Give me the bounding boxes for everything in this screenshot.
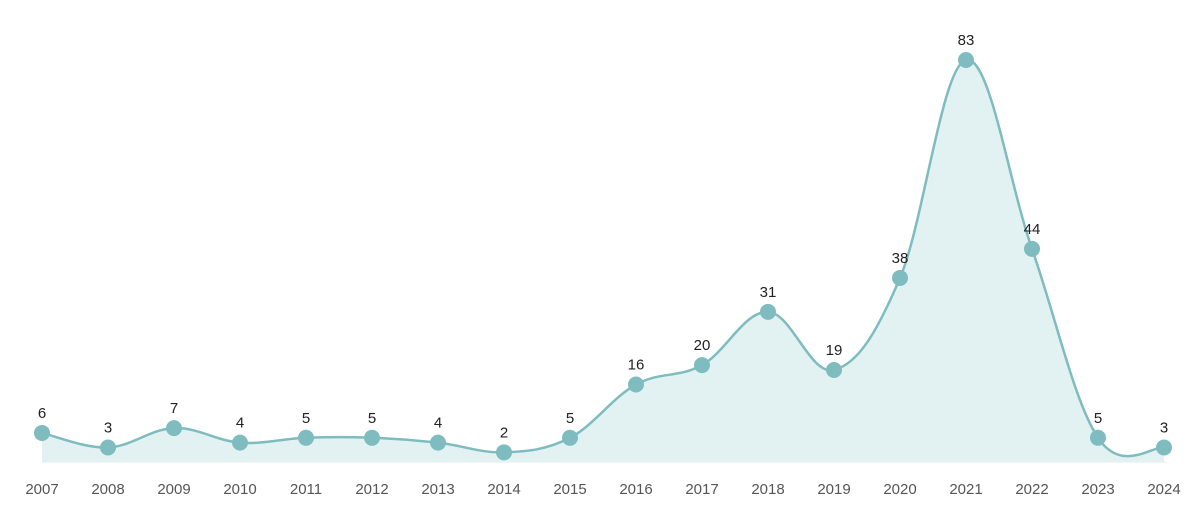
data-point-2008 [100,439,116,456]
x-tick-label-2019: 2019 [817,481,850,498]
data-label-2015: 5 [566,410,574,427]
x-tick-label-2012: 2012 [355,481,388,498]
x-tick-label-2011: 2011 [290,481,322,498]
x-tick-label-2017: 2017 [685,481,718,498]
data-point-2015 [562,429,578,446]
data-label-2018: 31 [760,284,777,301]
data-point-2018 [760,303,776,320]
data-point-2009 [166,420,182,437]
data-label-2021: 83 [958,32,975,49]
data-point-2013 [430,434,446,451]
data-point-2014 [496,444,512,461]
x-tick-label-2022: 2022 [1015,481,1048,498]
data-point-2010 [232,434,248,451]
data-point-2022 [1024,240,1040,257]
x-tick-label-2023: 2023 [1081,481,1114,498]
data-point-2017 [694,357,710,374]
data-label-2020: 38 [892,250,909,267]
x-tick-label-2018: 2018 [751,481,784,498]
data-point-2016 [628,376,644,393]
data-point-2011 [298,429,314,446]
data-label-2013: 4 [434,415,442,432]
series-line [41,58,1165,458]
x-tick-labels: 2007 2008 2009 2010 2011 2012 2013 2014 2015 2016… [25,481,1180,498]
data-label-2024: 3 [1160,419,1168,436]
x-tick-label-2010: 2010 [223,481,256,498]
data-point-2012 [364,429,380,446]
data-point-2024 [1156,439,1172,456]
data-label-2011: 5 [302,410,310,427]
data-label-2010: 4 [236,415,244,432]
data-point-2020 [892,269,908,286]
data-label-2019: 19 [826,342,843,359]
data-label-2007: 6 [38,405,46,422]
data-label-2014: 2 [500,424,508,441]
x-tick-label-2013: 2013 [421,481,454,498]
data-label-2023: 5 [1094,410,1102,427]
x-tick-label-2015: 2015 [553,481,586,498]
data-label-2017: 20 [694,337,711,354]
data-point-2023 [1090,429,1106,446]
data-label-2022: 44 [1024,221,1041,238]
x-tick-label-2016: 2016 [619,481,652,498]
series-area [42,59,1164,463]
data-labels: 6 3 7 4 5 5 4 2 5 16 20 31 19 38 83 44 5 3 [38,32,1168,441]
x-tick-label-2024: 2024 [1147,481,1180,498]
x-tick-label-2007: 2007 [25,481,58,498]
data-label-2012: 5 [368,410,376,427]
data-point-2021 [958,52,974,68]
data-point-2019 [826,361,842,378]
x-tick-label-2020: 2020 [883,481,916,498]
data-points [34,52,1172,461]
data-label-2016: 16 [628,357,645,374]
x-tick-label-2014: 2014 [487,481,520,498]
data-label-2009: 7 [170,400,178,417]
x-tick-label-2008: 2008 [91,481,124,498]
data-label-2008: 3 [104,419,112,436]
data-point-2007 [34,424,50,441]
x-tick-label-2021: 2021 [949,481,982,498]
x-tick-label-2009: 2009 [157,481,190,498]
